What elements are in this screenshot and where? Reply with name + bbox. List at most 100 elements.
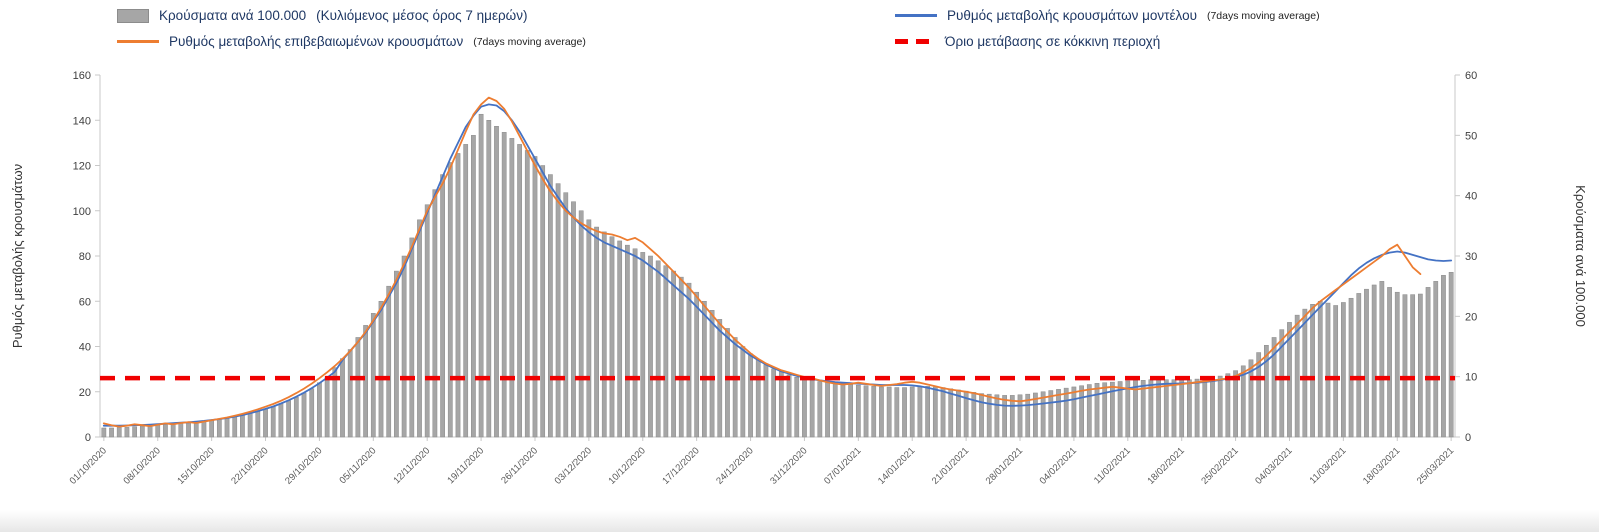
x-tick-label: 25/03/2021: [1415, 445, 1456, 486]
bar: [486, 120, 492, 438]
bar: [1102, 382, 1108, 438]
left-axis-title: Ρυθμός μεταβολής κρουσμάτων: [10, 164, 25, 348]
bar: [1210, 377, 1215, 438]
bar: [432, 189, 438, 438]
bar: [825, 382, 830, 438]
bar: [840, 383, 846, 438]
bar: [1264, 345, 1269, 438]
x-tick-label: 11/03/2021: [1308, 445, 1349, 486]
bar: [1240, 365, 1246, 438]
bar: [894, 387, 900, 438]
legend-suffix: (7days moving average): [473, 35, 586, 48]
bar: [417, 219, 422, 438]
bar: [571, 201, 576, 438]
dashed-line-swatch-icon: [895, 39, 935, 44]
x-tick-label: 10/12/2020: [606, 445, 647, 486]
bar: [494, 126, 499, 438]
bar: [1156, 379, 1161, 438]
left-tick-label: 140: [73, 115, 91, 127]
bar: [817, 381, 823, 438]
bar: [324, 376, 330, 438]
bar: [155, 424, 161, 438]
left-tick-label: 80: [79, 251, 91, 263]
legend-item-cases-per-100k: Κρούσματα ανά 100.000 (Κυλιόμενος μέσος …: [117, 8, 527, 23]
bar: [1040, 391, 1046, 438]
bar: [748, 353, 753, 438]
bar: [1371, 284, 1377, 438]
bar: [832, 383, 838, 438]
bar: [501, 132, 507, 438]
bar: [216, 418, 222, 438]
bar: [540, 165, 546, 438]
bar: [1017, 394, 1023, 438]
bar: [678, 276, 684, 438]
bar: [740, 346, 746, 438]
bar: [478, 113, 484, 438]
x-tick-label: 12/11/2020: [391, 445, 432, 486]
bar: [555, 183, 561, 438]
x-tick-label: 22/10/2020: [229, 445, 270, 486]
bar: [240, 415, 245, 438]
bar: [940, 387, 946, 438]
legend-label: Κρούσματα ανά 100.000: [159, 8, 307, 23]
bar: [648, 255, 653, 438]
bar: [193, 421, 199, 438]
bar: [1256, 352, 1262, 438]
bar: [578, 210, 584, 438]
bar: [139, 425, 145, 438]
legend-label: Ρυθμός μεταβολής επιβεβαιωμένων κρουσμάτ…: [169, 34, 464, 49]
bar: [1341, 302, 1346, 438]
legend-item-confirmed-rate: Ρυθμός μεταβολής επιβεβαιωμένων κρουσμάτ…: [117, 34, 586, 49]
bar: [563, 192, 569, 438]
bar: [1325, 302, 1331, 438]
bar: [1171, 379, 1177, 438]
bar: [524, 150, 530, 438]
bar: [1302, 308, 1308, 438]
x-tick-label: 11/02/2021: [1092, 445, 1133, 486]
bar: [609, 236, 615, 438]
bar: [755, 359, 761, 438]
right-axis-title: Κρούσματα ανά 100.000: [1573, 185, 1588, 327]
x-tick-label: 07/01/2021: [822, 445, 863, 486]
bar: [1071, 386, 1077, 438]
bar: [401, 255, 407, 438]
bar: [1163, 379, 1169, 438]
bar: [1379, 281, 1385, 438]
bar: [109, 427, 114, 438]
x-tick-label: 18/02/2021: [1145, 445, 1186, 486]
bar: [178, 422, 184, 438]
bar: [732, 337, 738, 438]
left-tick-label: 20: [79, 387, 91, 399]
bar: [1217, 375, 1223, 438]
x-tick-label: 28/01/2021: [984, 445, 1025, 486]
bar: [1333, 305, 1339, 438]
bar: [263, 409, 268, 438]
bar: [601, 231, 607, 438]
bar: [532, 156, 538, 438]
bar: [617, 240, 623, 438]
bar: [848, 384, 854, 438]
x-tick-label: 29/10/2020: [283, 445, 324, 486]
left-tick-label: 0: [85, 432, 91, 444]
bar: [1048, 390, 1054, 438]
bar: [370, 313, 376, 438]
bar: [594, 226, 599, 438]
bar-swatch-icon: [117, 8, 149, 23]
x-tick-label: 31/12/2020: [768, 445, 809, 486]
bar: [1364, 288, 1369, 438]
left-tick-label: 120: [73, 161, 91, 173]
bar: [1394, 291, 1400, 438]
bar: [394, 270, 399, 438]
bar: [378, 301, 384, 438]
bar: [717, 319, 723, 438]
x-tick-label: 04/03/2021: [1253, 445, 1294, 486]
bar: [278, 403, 284, 438]
bar: [686, 282, 692, 438]
left-tick-label: 100: [73, 206, 91, 218]
bar: [293, 396, 299, 438]
bar: [517, 144, 522, 438]
bar: [1317, 301, 1323, 438]
bar: [1056, 389, 1061, 438]
bar: [1194, 378, 1200, 438]
